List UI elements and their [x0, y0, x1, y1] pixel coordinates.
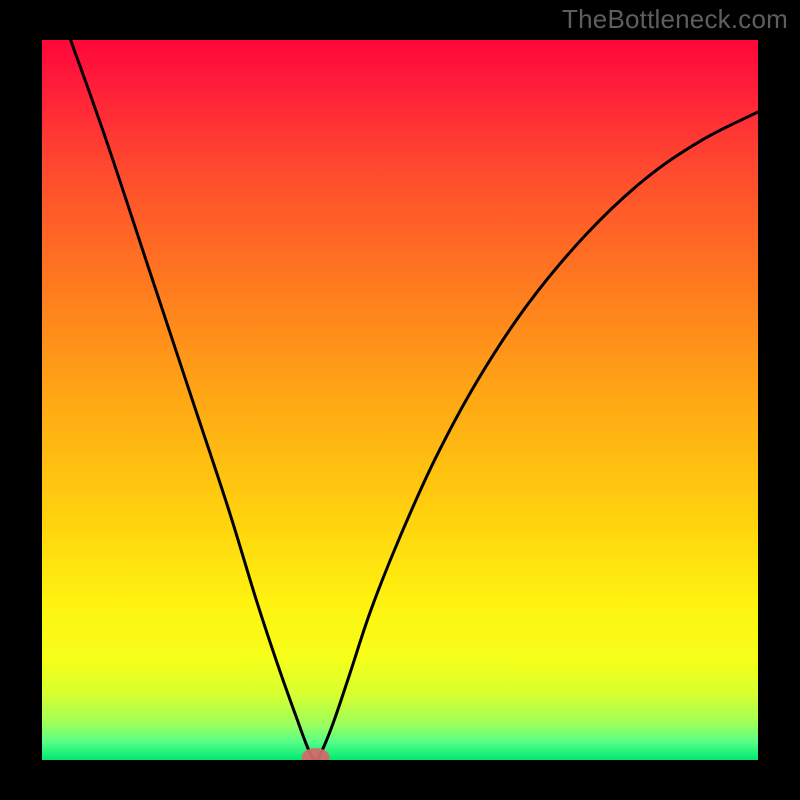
chart-canvas	[0, 0, 800, 800]
chart-frame: TheBottleneck.com	[0, 0, 800, 800]
plot-area	[42, 40, 758, 760]
watermark-text: TheBottleneck.com	[562, 4, 788, 35]
